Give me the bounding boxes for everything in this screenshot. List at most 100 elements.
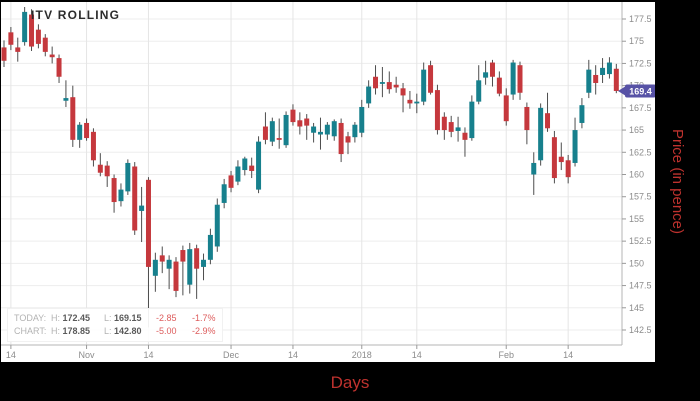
candle-body-down [373, 76, 379, 89]
candle-body-down [29, 14, 35, 47]
candle-body-down [159, 255, 165, 262]
candle-body-up [331, 121, 337, 137]
y-tick-label: 145 [629, 303, 644, 313]
candle-body-down [97, 164, 103, 173]
candle-body-up [379, 82, 385, 84]
last-price-badge: 169.4 [618, 84, 655, 98]
legend-row-label: CHART: [14, 326, 47, 336]
candle-body-up [152, 259, 158, 276]
today-low-value: 169.15 [114, 313, 142, 323]
candle-body-up [414, 101, 420, 104]
x-tick-label: 14 [143, 350, 153, 360]
y-axis-title: Price (in pence) [669, 128, 687, 234]
candle-body-up [469, 101, 475, 139]
candle-body-up [510, 62, 516, 95]
candle-body-up [586, 69, 592, 93]
x-axis-title: Days [330, 372, 370, 392]
candle-body-down [132, 166, 138, 231]
candle-body-down [551, 137, 557, 179]
candle-body-down [565, 160, 571, 178]
badge-background [625, 84, 655, 98]
candle-body-up [22, 11, 28, 43]
candle-body-up [531, 162, 537, 175]
candle-body-down [613, 68, 619, 91]
candle-body-down [49, 54, 55, 58]
candle-body-up [352, 124, 358, 138]
candle-body-up [366, 86, 372, 104]
candle-body-down [428, 65, 434, 93]
x-tick-label: Nov [79, 350, 96, 360]
y-tick-label: 142.5 [629, 325, 652, 335]
legend-row-label: TODAY: [14, 313, 47, 323]
low-label: L: [104, 313, 112, 323]
low-label: L: [104, 326, 112, 336]
axis-lines [1, 2, 623, 346]
candle-body-down [407, 99, 413, 104]
candle-body-down [42, 37, 48, 52]
today-high-value: 172.45 [62, 313, 91, 323]
candle-body-up [538, 107, 544, 161]
candle-body-down [462, 132, 468, 140]
candle-body-up [214, 204, 220, 247]
candle-body-up [476, 80, 482, 102]
candle-body-up [483, 72, 489, 78]
today-change: -2.85 [156, 313, 177, 323]
y-axis-tick-labels: 177.5175172.5170167.5165162.5160157.5155… [622, 14, 652, 335]
x-axis-tick-labels: 14 Nov 14 Dec 14 2018 14 Feb 14 [6, 345, 573, 360]
candle-body-down [558, 156, 564, 163]
candle-body-down [434, 90, 440, 131]
chart-change-pct: -2.9% [192, 326, 216, 336]
candle-body-up [221, 184, 227, 203]
candle-body-down [393, 84, 399, 88]
candle-body-down [503, 95, 509, 122]
candle-body-down [400, 88, 406, 96]
legend-box: TODAY: H: 172.45 L: 169.15 -2.85 -1.7% CHART… [7, 308, 223, 342]
candle-body-up [572, 130, 578, 163]
y-tick-label: 177.5 [629, 14, 652, 24]
candle-body-down [173, 261, 179, 291]
candle-body-down [145, 179, 151, 267]
candle-body-up [311, 126, 317, 133]
candle-body-down [1, 47, 7, 61]
y-tick-label: 175 [629, 36, 644, 46]
candle-body-up [359, 106, 365, 133]
chart-title: ITV ROLLING [31, 8, 121, 22]
candle-body-down [496, 77, 502, 94]
y-tick-label: 157.5 [629, 192, 652, 202]
candle-body-up [600, 67, 606, 75]
x-tick-label: Dec [223, 350, 240, 360]
y-tick-label: 155 [629, 214, 644, 224]
x-tick-label: 14 [563, 350, 573, 360]
candle-body-up [421, 69, 427, 102]
chart-change: -5.00 [156, 326, 177, 336]
candle-body-up [242, 158, 248, 171]
legend-row-chart: CHART: H: 178.85 L: 142.80 -5.00 -2.9% [14, 325, 216, 338]
chart-area: 177.5175172.5170167.5165162.5160157.5155… [1, 2, 655, 362]
candle-body-up [187, 249, 193, 285]
candle-body-down [545, 113, 551, 129]
candle-body-up [317, 131, 323, 135]
candlestick-plot: 177.5175172.5170167.5165162.5160157.5155… [1, 2, 655, 360]
candle-body-up [125, 162, 131, 192]
y-tick-label: 147.5 [629, 281, 652, 291]
chart-low-value: 142.80 [114, 326, 142, 336]
candle-body-down [104, 165, 110, 177]
candle-body-down [70, 97, 76, 140]
candle-body-down [90, 131, 96, 161]
candle-body-down [249, 165, 255, 171]
candle-body-up [606, 62, 612, 75]
candle-body-up [324, 124, 330, 135]
candle-body-down [111, 178, 117, 203]
y-axis-title-strip: Price (in pence) [655, 0, 700, 362]
y-tick-label: 150 [629, 258, 644, 268]
y-tick-label: 162.5 [629, 147, 652, 157]
high-label: H: [51, 326, 60, 336]
candle-body-down [489, 62, 495, 77]
candle-body-up [455, 127, 461, 131]
candle-body-down [194, 248, 200, 269]
candle-body-down [297, 120, 303, 127]
candle-body-up [283, 114, 289, 146]
candle-body-down [276, 138, 282, 140]
candle-body-down [441, 116, 447, 131]
y-tick-label: 160 [629, 170, 644, 180]
